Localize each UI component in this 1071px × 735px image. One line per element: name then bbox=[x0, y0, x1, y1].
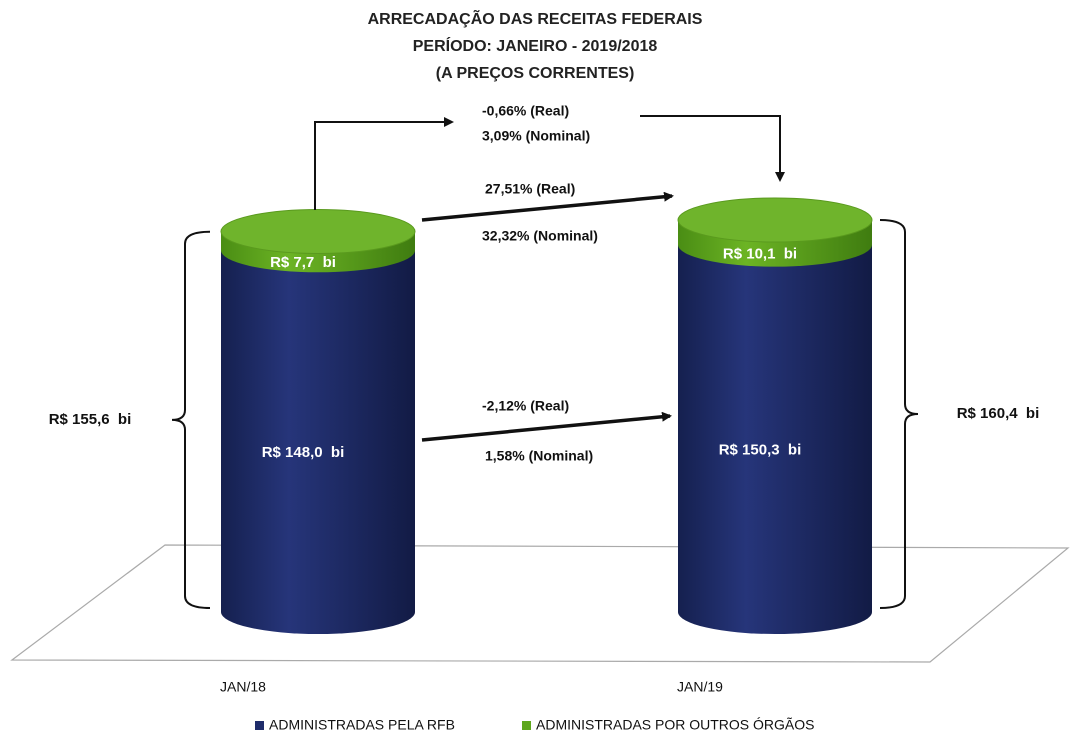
legend-swatch bbox=[522, 721, 531, 730]
total-label: R$ 160,4 bi bbox=[957, 405, 1040, 422]
cylinder-top bbox=[677, 197, 873, 243]
chart-title: ARRECADAÇÃO DAS RECEITAS FEDERAIS bbox=[368, 8, 703, 28]
cylinder-top bbox=[220, 208, 416, 254]
chart-title: (A PREÇOS CORRENTES) bbox=[436, 65, 635, 82]
annotation: -0,66% (Real) bbox=[482, 103, 569, 119]
arrow bbox=[640, 115, 785, 182]
annotation: 32,32% (Nominal) bbox=[482, 228, 598, 244]
brace bbox=[171, 230, 211, 609]
value-label: R$ 150,3 bi bbox=[719, 441, 802, 458]
annotation: 1,58% (Nominal) bbox=[485, 448, 593, 464]
arrow bbox=[421, 411, 672, 442]
value-label: R$ 10,1 bi bbox=[723, 245, 797, 262]
arrow bbox=[421, 191, 674, 222]
x-tick-label: JAN/19 bbox=[677, 679, 723, 695]
annotation: 3,09% (Nominal) bbox=[482, 128, 590, 144]
cylinder-segment bbox=[221, 250, 415, 634]
arrow bbox=[314, 117, 454, 210]
total-label: R$ 155,6 bi bbox=[49, 411, 132, 428]
annotation: 27,51% (Real) bbox=[485, 181, 575, 197]
cylinder-segment bbox=[678, 244, 872, 634]
chart-title: PERÍODO: JANEIRO - 2019/2018 bbox=[413, 36, 658, 55]
value-label: R$ 148,0 bi bbox=[262, 444, 345, 461]
brace bbox=[879, 219, 919, 609]
annotation: -2,12% (Real) bbox=[482, 398, 569, 414]
legend-label: ADMINISTRADAS POR OUTROS ÓRGÃOS bbox=[536, 717, 814, 733]
value-label: R$ 7,7 bi bbox=[270, 254, 336, 271]
bars bbox=[220, 197, 873, 634]
legend-label: ADMINISTRADAS PELA RFB bbox=[269, 717, 455, 733]
x-tick-label: JAN/18 bbox=[220, 679, 266, 695]
floor bbox=[10, 544, 1070, 663]
legend-swatch bbox=[255, 721, 264, 730]
